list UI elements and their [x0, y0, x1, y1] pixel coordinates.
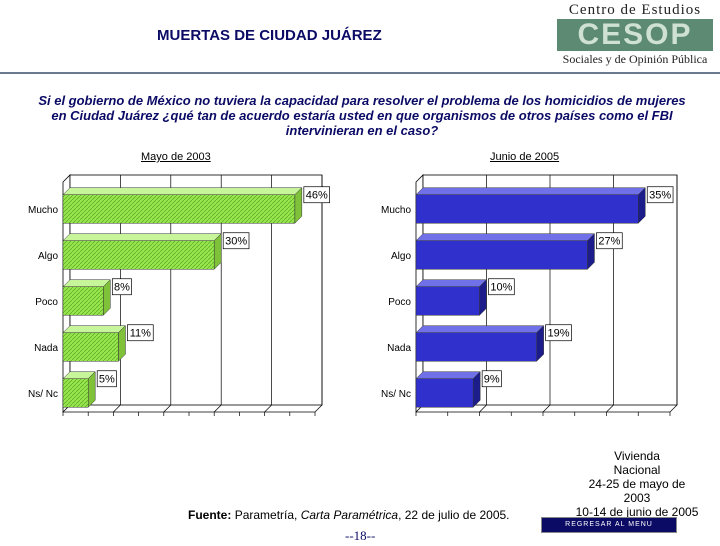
- header-divider: [0, 72, 720, 74]
- chart-2005-category-label: Nada: [387, 343, 411, 354]
- logo-mark: CESOP: [557, 19, 713, 51]
- chart-2003-value-box: [96, 370, 117, 388]
- chart-2003-value-label: 5%: [99, 374, 115, 386]
- chart-2005-bar-0: [415, 194, 639, 224]
- chart-2005-value-label: 35%: [649, 190, 671, 202]
- chart-2005-value-label: 9%: [484, 374, 500, 386]
- chart-2005-bar-top: [415, 279, 488, 287]
- chart-2005-gridline-floor: [542, 404, 551, 413]
- chart-2005-gridline-floor: [606, 404, 614, 413]
- chart-2003-gridline-floor: [264, 404, 272, 413]
- chart-2003-gridline-floor: [314, 404, 323, 413]
- chart-2003-bar-1: [62, 240, 215, 270]
- chart-2005-bar-3: [415, 332, 537, 362]
- chart-2005-value-label: 19%: [548, 328, 570, 340]
- chart-2003-value-label: 11%: [130, 328, 151, 340]
- chart-2005-category-label: Ns/ Nc: [381, 389, 411, 400]
- cesop-logo: Centro de Estudios CESOP Sociales y de O…: [553, 0, 717, 70]
- chart-title-2003: Mayo de 2003: [141, 151, 211, 163]
- chart-2005-bar-top: [415, 233, 596, 241]
- chart-2003-gridline-floor: [163, 404, 172, 413]
- chart-2005-category-label: Algo: [391, 251, 411, 262]
- chart-2003-bar-2: [62, 286, 104, 316]
- chart-title-2005: Junio de 2005: [490, 151, 560, 163]
- chart-2005-gridline-floor: [669, 404, 678, 413]
- logo-line2: Sociales y de Opinión Pública: [562, 52, 708, 66]
- chart-2003-bar-0: [62, 194, 296, 224]
- survey-info-line3: 24-25 de mayo de 2003: [588, 477, 686, 505]
- chart-2003-bar-top: [62, 233, 222, 241]
- chart-2005-bar-4: [415, 378, 474, 408]
- page-title: MUERTAS DE CIUDAD JUÁREZ: [157, 27, 382, 44]
- chart-2005-value-box: [596, 232, 623, 250]
- chart-2003-value-label: 46%: [306, 190, 328, 202]
- chart-2003-bar-4: [62, 378, 89, 408]
- bar-charts: Mucho 46% Algo 30% Poco 8% Nada 11% Ns/ Nc 5% Much…: [28, 174, 678, 416]
- chart-2005-category-label: Poco: [388, 297, 411, 308]
- chart-2003-gridline-floor: [213, 404, 222, 413]
- logo-line1: Centro de Estudios: [568, 2, 702, 18]
- chart-2003-bar-3: [62, 332, 119, 362]
- chart-2005-value-box: [481, 370, 502, 388]
- chart-2005-value-box: [545, 324, 572, 342]
- chart-2003-value-box: [111, 278, 132, 296]
- chart-2003-bar-top: [62, 325, 127, 333]
- chart-2005-bar-top: [415, 187, 646, 195]
- survey-info: Vivienda Nacional 24-25 de mayo de 2003 …: [575, 449, 699, 519]
- source-publication: Carta Paramétrica: [300, 508, 399, 522]
- chart-2005-bar-top: [415, 371, 481, 379]
- source-text: Parametría,: [234, 508, 301, 522]
- chart-2003-category-label: Mucho: [28, 205, 58, 216]
- chart-2005-bar-1: [415, 240, 588, 270]
- chart-2003-bar-top: [62, 187, 303, 195]
- source-label: Fuente:: [188, 508, 232, 522]
- source-date: , 22 de julio de 2005.: [398, 508, 510, 522]
- survey-question: Si el gobierno de México no tuviera la c…: [38, 93, 686, 138]
- chart-2005-value-box: [646, 186, 674, 204]
- chart-2003-bar-top: [62, 279, 111, 287]
- chart-2005-category-label: Mucho: [381, 205, 411, 216]
- chart-2003-value-box: [303, 186, 330, 204]
- chart-2003-value-label: 30%: [225, 236, 247, 248]
- chart-2005-bar-2: [415, 286, 480, 316]
- chart-2003-value-box: [127, 324, 154, 342]
- source-note: Fuente: Parametría, Carta Paramétrica, 2…: [188, 508, 510, 522]
- survey-info-line2: Nacional: [613, 463, 661, 477]
- chart-2003-gridline-floor: [113, 404, 121, 413]
- back-to-menu-button[interactable]: REGRESAR AL MENU PRINCIPAL: [541, 517, 677, 542]
- survey-info-line4: 10-14 de junio de 2005: [575, 505, 699, 519]
- chart-2005-value-label: 10%: [490, 282, 512, 294]
- chart-2003-category-label: Algo: [38, 251, 58, 262]
- chart-2003-value-box: [222, 232, 250, 250]
- chart-2003-category-label: Ns/ Nc: [28, 389, 58, 400]
- chart-2005-gridline-floor: [479, 404, 487, 413]
- chart-2003-value-label: 8%: [114, 282, 130, 294]
- page-number: --18--: [345, 528, 376, 543]
- chart-2005-bar-top: [415, 325, 545, 333]
- chart-2005-value-box: [488, 278, 515, 296]
- survey-info-line1: Vivienda: [614, 449, 660, 463]
- chart-2005-value-label: 27%: [598, 236, 620, 248]
- chart-2003-category-label: Poco: [35, 297, 58, 308]
- chart-2003-category-label: Nada: [34, 343, 58, 354]
